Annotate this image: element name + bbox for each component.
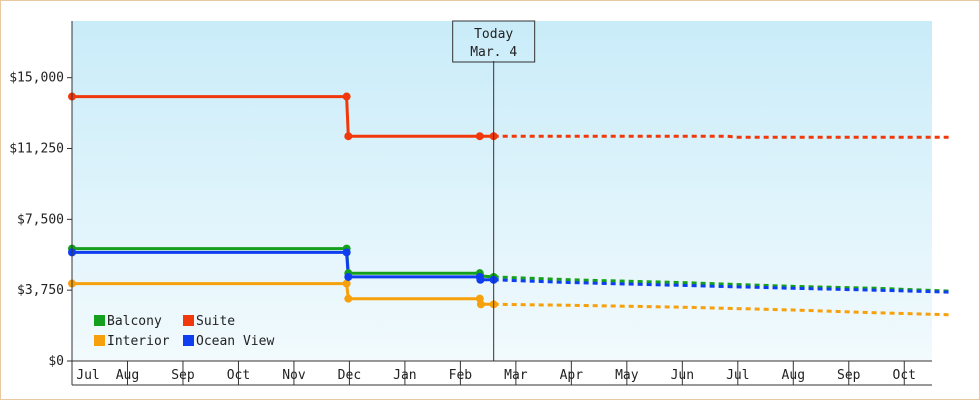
series-ocean-view-point bbox=[476, 275, 485, 284]
series-lines bbox=[68, 92, 949, 317]
series-interior-point bbox=[476, 300, 485, 309]
today-label: Today bbox=[474, 27, 513, 42]
series-ocean-view-forecast-line bbox=[493, 278, 949, 294]
today-box bbox=[452, 20, 536, 63]
x-tick-label: Feb bbox=[449, 368, 473, 383]
axes: $0 $3,750 $7,500 $11,250 $15,000 Jul Aug Sep Oct… bbox=[9, 21, 932, 386]
y-tick-label: $15,000 bbox=[9, 71, 64, 86]
series-suite-point bbox=[342, 92, 351, 101]
series-interior-point bbox=[344, 294, 353, 303]
x-tick-label: Sep bbox=[837, 368, 861, 383]
legend-swatch-balcony bbox=[94, 315, 105, 326]
x-tick-label: Aug bbox=[116, 368, 139, 383]
series-ocean-view-point bbox=[344, 272, 353, 281]
y-tick-label: $11,250 bbox=[9, 142, 64, 157]
x-tick-label: Dec bbox=[338, 368, 361, 383]
legend-swatch-ocean-view bbox=[183, 335, 194, 346]
legend-label-balcony: Balcony bbox=[107, 314, 162, 329]
x-tick-label: Jul bbox=[726, 368, 749, 383]
y-tick-label: $0 bbox=[48, 354, 64, 369]
series-interior-forecast-line bbox=[493, 302, 949, 317]
series-balcony-forecast-line bbox=[493, 275, 949, 293]
series-suite-point bbox=[475, 132, 484, 141]
legend-label-interior: Interior bbox=[107, 334, 170, 349]
x-tick-label: Sep bbox=[171, 368, 195, 383]
series-ocean-view-point bbox=[342, 248, 351, 257]
x-tick-label: Aug bbox=[782, 368, 805, 383]
legend-label-suite: Suite bbox=[196, 314, 235, 329]
x-tick-label: Nov bbox=[282, 368, 306, 383]
x-tick-label: Jul bbox=[76, 368, 99, 383]
y-tick-label: $7,500 bbox=[17, 212, 64, 227]
x-tick-label: Apr bbox=[560, 368, 584, 383]
x-tick-label: Jun bbox=[671, 368, 694, 383]
legend-label-ocean-view: Ocean View bbox=[196, 334, 274, 349]
series-interior-point bbox=[342, 279, 351, 288]
x-tick-label: Jan bbox=[393, 368, 416, 383]
x-tick-label: Oct bbox=[893, 368, 916, 383]
x-tick-label: May bbox=[615, 368, 639, 383]
today-date-label: Mar. 4 bbox=[470, 45, 517, 60]
legend-swatch-interior bbox=[94, 335, 105, 346]
x-tick-label: Mar bbox=[504, 368, 528, 383]
legend-swatch-suite bbox=[183, 315, 194, 326]
today-marker: Today Mar. 4 bbox=[452, 20, 536, 361]
series-suite-forecast-line bbox=[493, 134, 949, 139]
series-suite-point bbox=[344, 132, 353, 141]
y-tick-label: $3,750 bbox=[17, 283, 64, 298]
plot-background bbox=[72, 21, 932, 361]
legend: Balcony Suite Interior Ocean View bbox=[94, 314, 274, 349]
x-tick-label: Oct bbox=[227, 368, 250, 383]
